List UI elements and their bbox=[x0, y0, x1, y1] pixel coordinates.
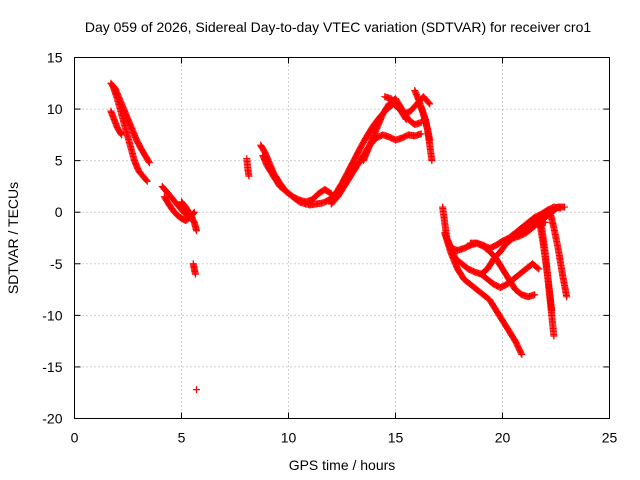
x-tick-label: 0 bbox=[71, 430, 79, 446]
y-tick-label: 5 bbox=[55, 153, 63, 169]
series-arc11 bbox=[259, 151, 335, 206]
x-axis-label: GPS time / hours bbox=[289, 457, 396, 473]
axis-ticks bbox=[74, 57, 610, 419]
x-tick-label: 15 bbox=[388, 430, 404, 446]
data-point bbox=[143, 177, 151, 185]
series-arc20 bbox=[445, 239, 543, 292]
series-arc25 bbox=[537, 219, 558, 340]
y-tick-label: 10 bbox=[47, 101, 63, 117]
series-arc10 bbox=[257, 141, 314, 209]
y-tick-label: 0 bbox=[55, 204, 63, 220]
series-arc15 bbox=[381, 93, 434, 118]
grid-lines bbox=[74, 57, 610, 419]
series-arc3 bbox=[107, 107, 126, 139]
y-tick-label: -15 bbox=[42, 359, 62, 375]
series-arc2 bbox=[109, 82, 151, 185]
x-tick-label: 25 bbox=[602, 430, 618, 446]
series-arc9 bbox=[243, 155, 253, 180]
data-point bbox=[563, 293, 571, 301]
data-point bbox=[425, 99, 433, 107]
series-arc8 bbox=[192, 386, 200, 394]
data-point bbox=[417, 130, 425, 138]
data-point bbox=[531, 291, 539, 299]
chart-title: Day 059 of 2026, Sidereal Day-to-day VTE… bbox=[85, 19, 591, 35]
series-arc6 bbox=[178, 198, 200, 235]
data-point bbox=[245, 172, 253, 180]
data-points bbox=[107, 79, 571, 394]
y-tick-label: 15 bbox=[47, 50, 63, 66]
data-point bbox=[145, 159, 153, 167]
data-point bbox=[142, 176, 150, 184]
x-tick-label: 10 bbox=[281, 430, 297, 446]
y-tick-label: -20 bbox=[42, 411, 62, 427]
data-point bbox=[192, 386, 200, 394]
data-point bbox=[550, 332, 558, 340]
y-tick-label: -5 bbox=[50, 256, 63, 272]
data-point bbox=[534, 264, 542, 272]
data-point bbox=[118, 131, 126, 139]
x-tick-label: 20 bbox=[495, 430, 511, 446]
series-arc19 bbox=[441, 229, 526, 359]
data-point bbox=[117, 130, 125, 138]
series-arc13 bbox=[327, 130, 425, 208]
y-tick-label: -10 bbox=[42, 307, 62, 323]
data-point bbox=[518, 351, 526, 359]
y-tick-labels: -20 -15 -10 -5 0 5 10 15 bbox=[42, 50, 62, 427]
series-arc7 bbox=[189, 260, 199, 278]
series-arc26 bbox=[546, 206, 571, 301]
x-tick-label: 5 bbox=[178, 430, 186, 446]
data-point bbox=[535, 265, 543, 273]
data-point bbox=[428, 157, 436, 165]
data-point bbox=[426, 100, 434, 108]
y-axis-label: SDTVAR / TECUs bbox=[5, 182, 21, 294]
data-point bbox=[517, 349, 525, 357]
series-arc17 bbox=[417, 103, 434, 144]
data-point bbox=[191, 270, 199, 278]
data-point bbox=[145, 158, 153, 166]
data-point bbox=[426, 136, 434, 144]
data-point bbox=[561, 203, 569, 211]
plot-frame bbox=[74, 57, 610, 419]
x-tick-labels: 0 5 10 15 20 25 bbox=[71, 430, 618, 446]
data-point bbox=[192, 227, 200, 235]
